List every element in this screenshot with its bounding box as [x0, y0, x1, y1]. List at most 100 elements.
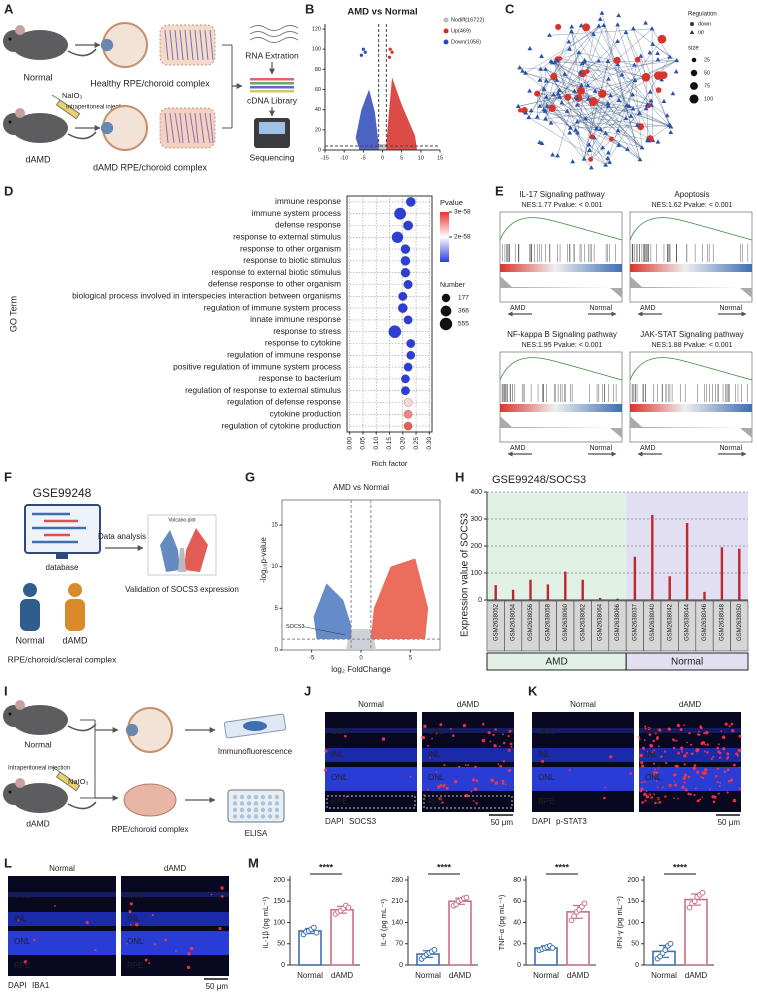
network-node — [570, 159, 576, 164]
network-edge — [581, 25, 641, 127]
y-tick-label: response to stress — [273, 326, 341, 336]
signal — [471, 778, 476, 782]
network-node — [588, 157, 594, 162]
highlight-point — [387, 55, 391, 59]
signal — [673, 797, 676, 800]
gsea-stats: NES:1.95 Pvalue: < 0.001 — [522, 342, 603, 349]
signal — [688, 732, 691, 735]
network-edge — [545, 60, 558, 119]
network-node — [539, 53, 544, 58]
legend-label: 50 — [704, 70, 710, 76]
layer-label: ONL — [127, 937, 144, 946]
legend-dapi: DAPI — [325, 817, 344, 826]
signal — [737, 749, 740, 752]
signal — [436, 785, 441, 789]
network-node — [550, 152, 555, 157]
network-node — [564, 108, 570, 113]
signal — [128, 909, 132, 914]
gcl-band — [121, 892, 229, 897]
dot — [403, 362, 413, 372]
gsea-stats: NES:1.62 Pvalue: < 0.001 — [652, 202, 733, 209]
bar — [581, 579, 584, 600]
network-node — [600, 145, 606, 150]
signal — [655, 771, 659, 775]
y-tick-label: defense response — [275, 220, 341, 230]
network-node — [637, 157, 643, 162]
mouse-body — [12, 705, 68, 735]
signal — [126, 942, 129, 945]
signal — [644, 799, 647, 802]
signal — [716, 746, 720, 750]
point — [568, 917, 575, 924]
well — [253, 814, 259, 819]
x-tick-label: -5 — [361, 155, 366, 161]
network-node — [649, 26, 655, 31]
dot — [406, 350, 416, 360]
signal — [703, 732, 706, 735]
person-head — [23, 583, 37, 597]
gsea-stats: NES:1.77 Pvalue: < 0.001 — [522, 202, 603, 209]
point — [431, 946, 438, 953]
signal — [673, 783, 678, 787]
label: Normal — [23, 72, 52, 82]
panel-label: B — [305, 1, 314, 16]
network-node — [648, 98, 654, 103]
legend-label: 25 — [704, 57, 710, 63]
signal — [699, 798, 702, 801]
signal — [644, 727, 647, 730]
network-node — [631, 62, 637, 67]
network-edge — [652, 43, 677, 61]
gcl-band — [325, 728, 417, 733]
signal — [718, 756, 722, 759]
network-node — [555, 153, 560, 158]
signal — [731, 729, 735, 733]
retina-layer — [164, 112, 169, 144]
cdna-band — [250, 78, 294, 81]
network-edge — [528, 117, 606, 166]
signal — [508, 729, 512, 733]
signal — [174, 949, 177, 952]
y-tick-label: regulation of response to external stimu… — [185, 385, 341, 395]
network-edge — [625, 59, 638, 119]
network-node — [578, 70, 584, 75]
signal — [687, 775, 691, 779]
x-tick-label: GSM2638037 — [632, 603, 638, 641]
network-edge — [575, 32, 627, 98]
gsea-right: Normal — [719, 305, 742, 312]
network-edge — [617, 24, 636, 81]
gsea-title: NF-kappa B Signaling pathway — [507, 330, 617, 339]
mouse-head — [3, 783, 25, 805]
inl-band — [325, 748, 417, 762]
signal — [723, 770, 727, 773]
network-node — [603, 130, 609, 135]
x-tick-label: Normal — [651, 971, 677, 980]
signal — [94, 949, 97, 952]
network-node — [543, 78, 549, 83]
bar — [703, 591, 706, 600]
signal — [690, 752, 694, 756]
signal — [696, 799, 700, 803]
network-node — [550, 73, 558, 81]
y-axis-label: -log₁₀p-value — [259, 537, 268, 583]
signal — [677, 797, 679, 800]
label: dAMD — [26, 818, 50, 828]
signal — [218, 926, 222, 931]
signal — [439, 797, 442, 801]
signal — [655, 736, 660, 740]
signal — [431, 737, 433, 740]
signal — [722, 747, 726, 751]
signal — [676, 723, 681, 728]
y-tick-label: 210 — [391, 898, 403, 905]
layer-label: ONL — [538, 773, 555, 782]
signal — [423, 724, 427, 729]
signal — [654, 732, 657, 735]
label: dAMD — [679, 700, 701, 709]
signal — [426, 788, 429, 791]
point-cloud — [313, 583, 352, 640]
network-edge — [575, 97, 651, 140]
y-tick-label: 100 — [627, 919, 639, 926]
signal — [651, 750, 654, 754]
signal — [714, 774, 718, 778]
signal — [738, 766, 741, 769]
